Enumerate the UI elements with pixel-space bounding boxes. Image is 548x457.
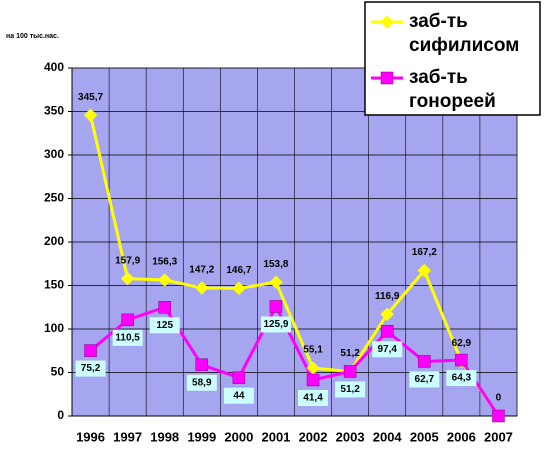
data-point <box>306 373 320 387</box>
x-tick-label: 2004 <box>373 429 403 444</box>
data-point <box>120 271 135 286</box>
data-label: 62,7 <box>415 374 435 385</box>
x-tick-label: 2000 <box>224 429 253 444</box>
y-tick-label: 400 <box>44 60 64 74</box>
data-point <box>269 275 283 289</box>
legend-label: заб-ть гонореей <box>409 67 496 112</box>
data-label-box <box>112 329 143 346</box>
data-label: 51,2 <box>340 348 360 359</box>
y-axis-label: на 100 тыс.нас. <box>6 33 59 40</box>
x-tick-label: 2002 <box>299 429 328 444</box>
data-point <box>455 353 468 367</box>
data-point <box>417 263 431 278</box>
data-label: 146,7 <box>226 265 251 276</box>
data-point <box>232 371 246 384</box>
data-point <box>195 358 209 372</box>
x-tick-label: 2001 <box>261 429 290 444</box>
data-label-box <box>446 370 477 387</box>
x-tick-label: 2006 <box>447 429 476 444</box>
y-tick-label: 250 <box>44 191 64 205</box>
data-label-box <box>372 341 403 358</box>
data-label-box <box>409 371 440 388</box>
data-label: 44 <box>233 390 245 401</box>
data-label: 167,2 <box>412 247 437 258</box>
data-point <box>232 281 246 296</box>
x-tick-label: 1996 <box>76 429 105 444</box>
data-label: 125 <box>156 320 173 331</box>
y-tick-label: 50 <box>51 365 65 379</box>
data-label: 157,9 <box>115 255 140 266</box>
data-label: 345,7 <box>78 92 103 103</box>
data-label: 156,3 <box>152 257 177 268</box>
data-label: 116,9 <box>375 291 400 302</box>
data-label-box <box>75 360 106 377</box>
x-tick-label: 1998 <box>150 429 179 444</box>
data-label: 75,2 <box>81 363 101 374</box>
y-tick-label: 100 <box>44 321 64 335</box>
x-tick-label: 2003 <box>336 429 365 444</box>
data-label: 110,5 <box>115 333 140 344</box>
y-tick-label: 150 <box>44 278 64 292</box>
data-point <box>121 313 134 327</box>
y-tick-label: 350 <box>44 104 64 118</box>
data-label: 147,2 <box>189 265 214 276</box>
x-tick-label: 2007 <box>484 429 513 444</box>
data-label: 125,9 <box>263 319 288 330</box>
data-label-box <box>298 389 329 406</box>
legend-label: заб-ть сифилисом <box>409 11 519 56</box>
y-tick-label: 0 <box>57 408 64 422</box>
data-label: 58,9 <box>192 377 212 388</box>
data-label: 0 <box>496 393 502 404</box>
data-point <box>380 325 394 338</box>
data-label: 153,8 <box>263 259 288 270</box>
data-label-box <box>223 387 254 404</box>
data-point <box>418 355 431 368</box>
data-point <box>158 301 171 314</box>
data-point <box>158 273 172 287</box>
data-label-box <box>335 381 366 398</box>
x-tick-label: 2005 <box>410 429 439 444</box>
legend-marker <box>380 15 394 29</box>
data-point <box>83 108 98 122</box>
y-tick-label: 300 <box>44 147 64 161</box>
y-tick-label: 200 <box>44 234 64 248</box>
data-point <box>343 365 357 378</box>
data-label: 64,3 <box>452 373 472 384</box>
data-label: 62,9 <box>452 338 472 349</box>
legend-marker <box>380 71 394 85</box>
data-point <box>380 307 394 322</box>
data-label-box <box>260 316 291 333</box>
data-point <box>84 344 97 357</box>
data-label: 51,2 <box>340 384 360 395</box>
data-point <box>492 409 505 423</box>
x-tick-label: 1999 <box>187 429 216 444</box>
data-point <box>269 300 283 313</box>
data-label: 97,4 <box>377 344 397 355</box>
data-label-box <box>149 317 180 334</box>
x-tick-label: 1997 <box>113 429 142 444</box>
data-point <box>195 281 209 295</box>
data-label-box <box>186 374 217 391</box>
data-label: 55,1 <box>303 345 323 356</box>
data-label: 41,4 <box>303 393 323 404</box>
